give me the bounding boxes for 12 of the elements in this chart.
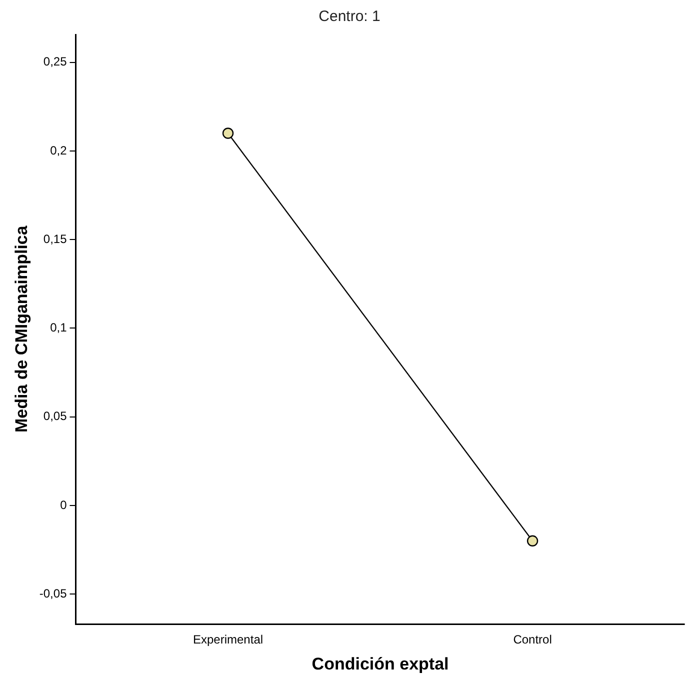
x-axis-title: Condición exptal xyxy=(312,654,449,674)
y-tick-label: 0,2 xyxy=(50,143,68,158)
y-tick-label: 0 xyxy=(60,498,68,512)
y-tick-label: 0,15 xyxy=(43,232,68,246)
y-axis-title: Media de CMIganaimplica xyxy=(12,225,31,433)
y-tick-label: 0,05 xyxy=(43,409,68,424)
y-tick-label: -0,05 xyxy=(39,586,68,600)
chart-title: Centro: 1 xyxy=(318,8,380,26)
y-tick-label: 0,25 xyxy=(43,54,68,69)
x-tick-label: Experimental xyxy=(193,632,264,647)
x-tick-label: Control xyxy=(513,632,552,647)
y-tick-label: 0,1 xyxy=(50,320,68,335)
